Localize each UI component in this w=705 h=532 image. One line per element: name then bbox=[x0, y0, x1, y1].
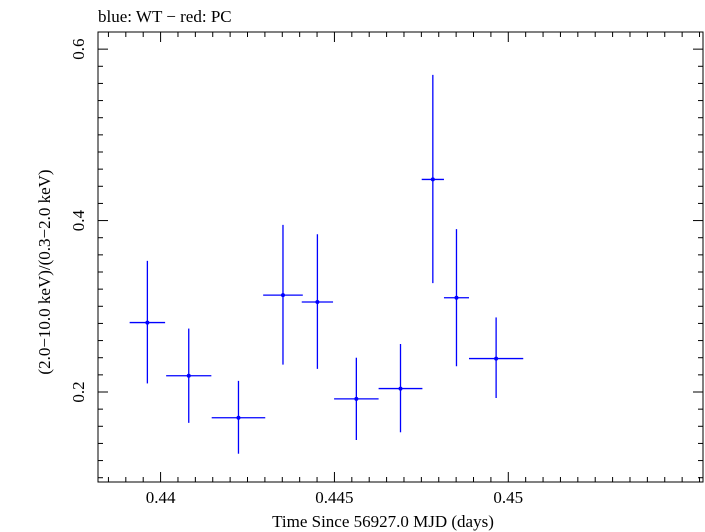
x-tick-label: 0.445 bbox=[315, 488, 353, 507]
data-point bbox=[468, 317, 524, 398]
axis-ticks bbox=[98, 32, 703, 482]
plot-border bbox=[97, 31, 704, 483]
plot-frame bbox=[97, 31, 704, 483]
point-marker bbox=[186, 373, 191, 378]
point-marker bbox=[354, 396, 359, 401]
tick-labels: 0.44 0.445 0.45 0.2 0.4 0.6 bbox=[69, 39, 523, 507]
data-point bbox=[301, 234, 334, 369]
point-marker bbox=[398, 386, 403, 391]
data-point bbox=[378, 344, 423, 433]
data-point bbox=[421, 74, 444, 284]
point-marker bbox=[315, 300, 320, 304]
point-marker bbox=[145, 320, 150, 325]
x-axis-label: Time Since 56927.0 MJD (days) bbox=[272, 512, 494, 531]
data-point bbox=[263, 224, 303, 365]
data-point bbox=[443, 229, 469, 367]
y-axis-label: (2.0−10.0 keV)/(0.3−2.0 keV) bbox=[35, 169, 54, 374]
point-marker bbox=[280, 293, 285, 298]
data-point bbox=[129, 260, 166, 384]
point-marker bbox=[236, 415, 241, 420]
point-marker bbox=[454, 295, 459, 300]
point-marker bbox=[494, 356, 499, 361]
y-tick-label: 0.2 bbox=[69, 381, 88, 402]
y-tick-label: 0.6 bbox=[69, 39, 88, 60]
data-points bbox=[129, 74, 524, 454]
x-tick-label: 0.45 bbox=[493, 488, 523, 507]
data-point bbox=[166, 328, 212, 423]
x-tick-label: 0.44 bbox=[146, 488, 176, 507]
data-point bbox=[211, 380, 266, 454]
y-tick-label: 0.4 bbox=[69, 209, 88, 231]
point-marker bbox=[430, 177, 435, 182]
data-point bbox=[334, 357, 379, 440]
chart-title: blue: WT − red: PC bbox=[98, 7, 232, 26]
